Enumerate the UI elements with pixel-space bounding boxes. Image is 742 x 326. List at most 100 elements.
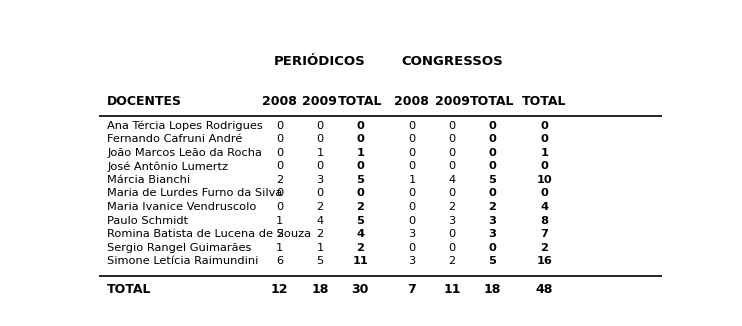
Text: 0: 0: [488, 148, 496, 158]
Text: 5: 5: [488, 256, 496, 266]
Text: 2: 2: [356, 243, 364, 253]
Text: 1: 1: [316, 148, 324, 158]
Text: 0: 0: [356, 134, 364, 144]
Text: 2: 2: [449, 202, 456, 212]
Text: 0: 0: [540, 161, 548, 171]
Text: 5: 5: [356, 215, 364, 226]
Text: 2: 2: [449, 256, 456, 266]
Text: CONGRESSOS: CONGRESSOS: [401, 55, 503, 68]
Text: 0: 0: [540, 188, 548, 199]
Text: 18: 18: [311, 283, 329, 296]
Text: 4: 4: [356, 229, 364, 239]
Text: 0: 0: [276, 188, 283, 199]
Text: 2008: 2008: [395, 96, 430, 108]
Text: 6: 6: [276, 256, 283, 266]
Text: 0: 0: [488, 243, 496, 253]
Text: 2: 2: [356, 202, 364, 212]
Text: 3: 3: [488, 215, 496, 226]
Text: 0: 0: [448, 229, 456, 239]
Text: 8: 8: [540, 215, 548, 226]
Text: 1: 1: [540, 148, 548, 158]
Text: 3: 3: [448, 215, 456, 226]
Text: Márcia Bianchi: Márcia Bianchi: [107, 175, 190, 185]
Text: 5: 5: [316, 256, 324, 266]
Text: 0: 0: [408, 188, 416, 199]
Text: 0: 0: [540, 134, 548, 144]
Text: 0: 0: [408, 121, 416, 131]
Text: 5: 5: [356, 175, 364, 185]
Text: 0: 0: [276, 202, 283, 212]
Text: 0: 0: [276, 148, 283, 158]
Text: 0: 0: [408, 134, 416, 144]
Text: 2009: 2009: [303, 96, 338, 108]
Text: 3: 3: [408, 256, 416, 266]
Text: 0: 0: [356, 188, 364, 199]
Text: 0: 0: [448, 161, 456, 171]
Text: 2009: 2009: [435, 96, 470, 108]
Text: 0: 0: [488, 161, 496, 171]
Text: 0: 0: [488, 121, 496, 131]
Text: 2008: 2008: [262, 96, 297, 108]
Text: Paulo Schmidt: Paulo Schmidt: [107, 215, 188, 226]
Text: 0: 0: [408, 202, 416, 212]
Text: Maria Ivanice Vendruscolo: Maria Ivanice Vendruscolo: [107, 202, 257, 212]
Text: 1: 1: [276, 215, 283, 226]
Text: 5: 5: [488, 175, 496, 185]
Text: TOTAL: TOTAL: [522, 96, 566, 108]
Text: Romina Batista de Lucena de Souza: Romina Batista de Lucena de Souza: [107, 229, 311, 239]
Text: 0: 0: [356, 161, 364, 171]
Text: 16: 16: [536, 256, 552, 266]
Text: 0: 0: [488, 188, 496, 199]
Text: 0: 0: [448, 121, 456, 131]
Text: 0: 0: [356, 121, 364, 131]
Text: 0: 0: [448, 243, 456, 253]
Text: DOCENTES: DOCENTES: [107, 96, 182, 108]
Text: 3: 3: [488, 229, 496, 239]
Text: 1: 1: [316, 243, 324, 253]
Text: 4: 4: [316, 215, 324, 226]
Text: 0: 0: [276, 121, 283, 131]
Text: Maria de Lurdes Furno da Silva: Maria de Lurdes Furno da Silva: [107, 188, 283, 199]
Text: 2: 2: [316, 229, 324, 239]
Text: 0: 0: [408, 148, 416, 158]
Text: TOTAL: TOTAL: [107, 283, 151, 296]
Text: 48: 48: [536, 283, 553, 296]
Text: João Marcos Leão da Rocha: João Marcos Leão da Rocha: [107, 148, 262, 158]
Text: 4: 4: [540, 202, 548, 212]
Text: 11: 11: [444, 283, 461, 296]
Text: 2: 2: [316, 202, 324, 212]
Text: 0: 0: [408, 243, 416, 253]
Text: 11: 11: [352, 256, 368, 266]
Text: 2: 2: [540, 243, 548, 253]
Text: 0: 0: [316, 121, 324, 131]
Text: 0: 0: [408, 215, 416, 226]
Text: 2: 2: [276, 229, 283, 239]
Text: 1: 1: [408, 175, 416, 185]
Text: 2: 2: [276, 175, 283, 185]
Text: José Antônio Lumertz: José Antônio Lumertz: [107, 161, 228, 171]
Text: 10: 10: [536, 175, 552, 185]
Text: Sergio Rangel Guimarães: Sergio Rangel Guimarães: [107, 243, 252, 253]
Text: 0: 0: [448, 134, 456, 144]
Text: 3: 3: [408, 229, 416, 239]
Text: 0: 0: [316, 161, 324, 171]
Text: Fernando Cafruni André: Fernando Cafruni André: [107, 134, 243, 144]
Text: 0: 0: [408, 161, 416, 171]
Text: Simone Letícia Raimundini: Simone Letícia Raimundini: [107, 256, 258, 266]
Text: 12: 12: [271, 283, 289, 296]
Text: TOTAL: TOTAL: [470, 96, 515, 108]
Text: 0: 0: [276, 161, 283, 171]
Text: 7: 7: [407, 283, 416, 296]
Text: 1: 1: [276, 243, 283, 253]
Text: 0: 0: [448, 188, 456, 199]
Text: 18: 18: [484, 283, 501, 296]
Text: 2: 2: [488, 202, 496, 212]
Text: 0: 0: [316, 134, 324, 144]
Text: 4: 4: [449, 175, 456, 185]
Text: 0: 0: [448, 148, 456, 158]
Text: Ana Tércia Lopes Rodrigues: Ana Tércia Lopes Rodrigues: [107, 121, 263, 131]
Text: 30: 30: [352, 283, 369, 296]
Text: 0: 0: [540, 121, 548, 131]
Text: 3: 3: [316, 175, 324, 185]
Text: PERIÓDICOS: PERIÓDICOS: [274, 55, 366, 68]
